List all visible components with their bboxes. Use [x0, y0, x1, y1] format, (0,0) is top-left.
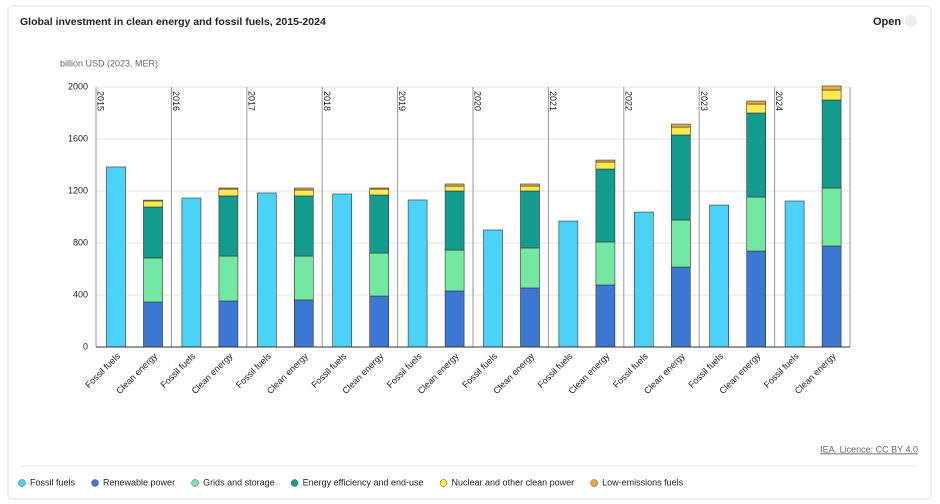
bar-segment [520, 185, 540, 192]
bar-segment [670, 126, 691, 136]
bar-segment [595, 241, 616, 286]
bar-segment [293, 189, 314, 197]
y-tick-label: 400 [73, 289, 88, 299]
bar-segment [444, 290, 465, 348]
bar-segment [670, 219, 691, 268]
legend-swatch [91, 479, 99, 487]
legend-swatch [439, 479, 448, 487]
bar-segment [218, 195, 239, 257]
bar-segment [143, 257, 163, 303]
group-label: 2019 [397, 91, 407, 111]
bar-segment [821, 245, 842, 348]
bar-segment [746, 112, 767, 198]
bar-segment [143, 199, 163, 202]
y-tick-label: 0 [83, 341, 88, 351]
legend-swatch [290, 479, 299, 487]
bar-segment [293, 195, 314, 257]
bar-segment [746, 100, 767, 105]
bar-segment [558, 220, 579, 348]
card [7, 5, 932, 500]
legend-label: Grids and storage [203, 477, 275, 487]
bar-segment [595, 168, 616, 243]
bar-segment [821, 187, 842, 247]
bar-segment [143, 301, 163, 348]
bar-segment [633, 211, 654, 348]
bar-segment [181, 197, 202, 348]
bar-segment [218, 255, 239, 302]
bar-segment [520, 183, 540, 187]
bar-segment [746, 250, 767, 348]
bar-segment [483, 229, 503, 348]
legend-swatch [590, 479, 598, 487]
legend-label: Energy efficiency and end-use [303, 477, 424, 487]
legend-label: Fossil fuels [30, 477, 76, 487]
group-label: 2018 [322, 91, 332, 111]
bar-segment [218, 188, 239, 197]
bar-segment [746, 196, 767, 252]
bar-segment [709, 204, 730, 348]
bar-segment [143, 200, 163, 208]
bar-segment [784, 200, 805, 348]
group-label: 2015 [96, 91, 106, 111]
legend-label: Renewable power [103, 477, 175, 487]
legend-label: Low-emissions fuels [602, 477, 684, 487]
y-tick-label: 2000 [68, 81, 88, 91]
bar-segment [369, 187, 390, 190]
group-label: 2021 [548, 91, 558, 111]
bar-segment [293, 187, 314, 191]
chart-title: Global investment in clean energy and fo… [20, 16, 326, 28]
bar-segment [444, 190, 465, 251]
bar-segment [821, 99, 842, 189]
legend-label: Nuclear and other clean power [452, 477, 575, 487]
group-label: 2023 [699, 91, 709, 111]
bar-segment [106, 166, 126, 348]
bar-segment [444, 249, 465, 292]
bar-segment [293, 299, 314, 348]
y-tick-label: 800 [73, 237, 88, 247]
bar-segment [821, 89, 842, 101]
bar-segment [670, 266, 691, 348]
bar-segment [256, 192, 277, 348]
source-link[interactable]: IEA. Licence: CC BY 4.0 [820, 444, 918, 454]
bar-segment [746, 103, 767, 114]
bar-segment [821, 85, 842, 91]
bar-segment [369, 295, 390, 348]
y-axis-label: billion USD (2023, MER) [60, 58, 158, 68]
bar-segment [369, 194, 390, 254]
legend-swatch [191, 479, 199, 487]
bar-segment [143, 206, 163, 259]
y-tick-label: 1200 [68, 185, 88, 195]
bar-segment [595, 161, 616, 170]
bar-segment [332, 193, 353, 348]
group-label: 2024 [774, 91, 784, 111]
bar-segment [369, 188, 390, 196]
open-button[interactable]: Open [873, 16, 901, 28]
bar-segment [595, 284, 616, 348]
bar-segment [520, 190, 540, 249]
bar-segment [444, 185, 465, 192]
bar-segment [407, 199, 428, 348]
group-label: 2022 [623, 91, 633, 111]
group-label: 2016 [171, 91, 181, 111]
bar-segment [520, 287, 540, 348]
open-icon[interactable] [905, 15, 917, 27]
bar-segment [293, 255, 314, 301]
y-tick-label: 1600 [68, 133, 88, 143]
bar-segment [670, 123, 691, 128]
group-label: 2017 [246, 91, 256, 111]
bar-segment [520, 247, 540, 289]
bar-segment [444, 183, 465, 187]
bar-segment [670, 134, 691, 221]
group-label: 2020 [473, 91, 483, 111]
bar-segment [369, 252, 390, 297]
bar-segment [218, 300, 239, 348]
bar-segment [218, 187, 239, 190]
bar-segment [595, 159, 616, 163]
legend-swatch [18, 479, 26, 487]
